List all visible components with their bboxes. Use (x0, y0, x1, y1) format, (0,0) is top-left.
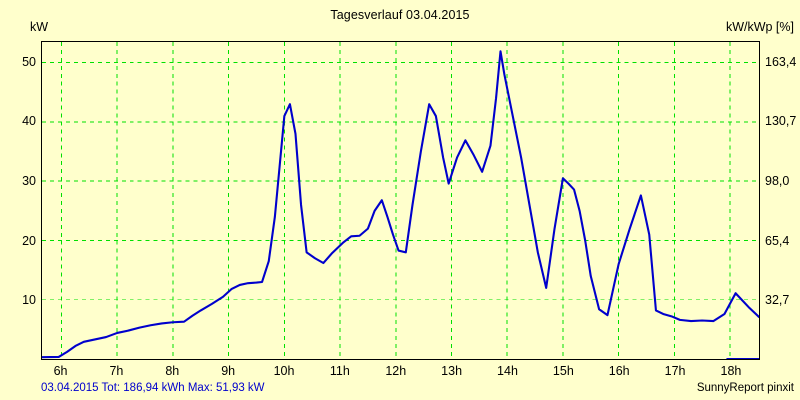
x-axis-tick-label: 15h (552, 364, 574, 378)
x-axis-tick-label: 14h (497, 364, 518, 378)
footer-summary-text: 03.04.2015 Tot: 186,94 kWh Max: 51,93 kW (41, 382, 265, 394)
x-axis-tick-label: 11h (329, 364, 350, 378)
x-axis-tick-label: 12h (385, 364, 407, 378)
y-axis-left-tick-label: 50 (22, 54, 36, 69)
x-axis-tick-label: 6h (53, 364, 68, 378)
vertical-gridlines (61, 42, 731, 359)
chart-svg-canvas (42, 42, 759, 359)
y-axis-left-tick-label: 20 (22, 233, 36, 248)
y-axis-right-tick-label: 98,0 (765, 174, 790, 189)
y-axis-left-tick-label: 40 (22, 114, 36, 129)
power-curve-line (42, 50, 759, 359)
x-axis-tick-label: 16h (608, 364, 630, 378)
x-axis-tick-label: 10h (273, 364, 295, 378)
plot-area (41, 41, 760, 360)
x-axis-tick-label: 8h (165, 364, 180, 378)
footer-source-text: SunnyReport pinxit (696, 382, 794, 394)
y-axis-right-tick-label: 130,7 (765, 114, 797, 129)
y-axis-right-tick-label: 65,4 (765, 233, 790, 248)
x-axis-tick-label: 7h (109, 364, 124, 378)
y-axis-right-unit-label: kW/kWp [%] (725, 20, 794, 34)
x-axis-tick-label: 13h (441, 364, 463, 378)
y-axis-right-tick-label: 32,7 (765, 293, 790, 308)
y-axis-left-unit-label: kW (30, 20, 49, 34)
x-axis-tick-label: 17h (664, 364, 686, 378)
y-axis-left-tick-label: 10 (22, 293, 36, 308)
y-axis-left-tick-label: 30 (22, 174, 36, 189)
x-axis-tick-label: 18h (720, 364, 742, 378)
x-axis-tick-label: 9h (221, 364, 236, 378)
y-axis-right-tick-label: 163,4 (765, 54, 797, 69)
chart-title: Tagesverlauf 03.04.2015 (330, 8, 470, 22)
